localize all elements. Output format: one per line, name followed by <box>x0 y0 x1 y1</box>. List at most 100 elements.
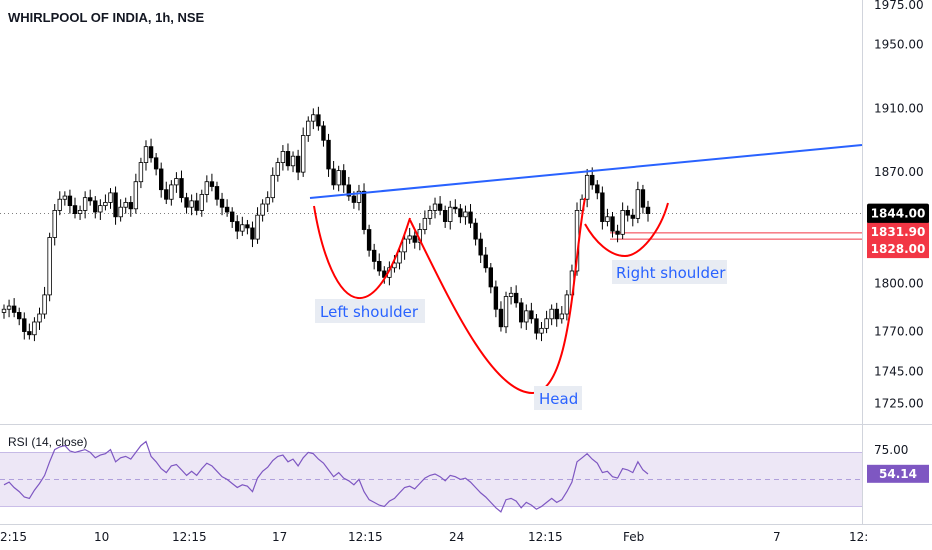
candle-body[interactable] <box>194 200 199 211</box>
candle-body[interactable] <box>488 267 494 288</box>
candle-body[interactable] <box>508 292 514 297</box>
candle-body[interactable] <box>27 331 32 336</box>
candle-body[interactable] <box>300 135 306 173</box>
candle-body[interactable] <box>6 305 12 310</box>
candle-body[interactable] <box>437 203 443 211</box>
candle-body[interactable] <box>235 221 240 232</box>
candle-body[interactable] <box>493 286 499 310</box>
candle-body[interactable] <box>148 146 154 159</box>
candle-body[interactable] <box>280 151 286 163</box>
candle-body[interactable] <box>595 184 600 194</box>
candle-body[interactable] <box>42 294 47 315</box>
candle-body[interactable] <box>17 312 22 320</box>
candle-body[interactable] <box>397 251 402 264</box>
candle-body[interactable] <box>625 210 630 216</box>
candle-body[interactable] <box>554 308 559 320</box>
candle-body[interactable] <box>270 174 275 199</box>
candle-body[interactable] <box>143 146 149 163</box>
candle-body[interactable] <box>250 227 255 240</box>
candle-body[interactable] <box>295 155 301 173</box>
candle-body[interactable] <box>503 296 509 328</box>
candle-body[interactable] <box>341 170 346 186</box>
candle-body[interactable] <box>422 217 428 230</box>
candle-body[interactable] <box>158 168 164 191</box>
candle-body[interactable] <box>82 197 88 211</box>
candle-body[interactable] <box>473 222 478 240</box>
candle-body[interactable] <box>240 224 245 232</box>
candle-body[interactable] <box>336 170 341 186</box>
candle-body[interactable] <box>214 186 220 200</box>
candle-body[interactable] <box>448 206 453 222</box>
candle-body[interactable] <box>351 195 357 203</box>
candle-body[interactable] <box>174 178 179 186</box>
candle-body[interactable] <box>483 254 488 269</box>
candle-body[interactable] <box>377 261 382 272</box>
candle-body[interactable] <box>524 310 529 323</box>
candle-body[interactable] <box>37 313 42 323</box>
candle-body[interactable] <box>22 318 27 332</box>
candle-body[interactable] <box>371 249 377 262</box>
candle-body[interactable] <box>189 200 194 208</box>
candle-body[interactable] <box>290 155 296 167</box>
candle-body[interactable] <box>118 206 123 218</box>
price-axis[interactable]: 1975.00 1950.00 1910.00 1870.00 1800.00 1770.… <box>874 0 924 410</box>
head-label[interactable]: Head <box>539 390 578 408</box>
right-shoulder-curve[interactable] <box>584 202 669 258</box>
candle-body[interactable] <box>219 198 225 208</box>
candle-body[interactable] <box>62 195 68 200</box>
candle-body[interactable] <box>321 125 326 141</box>
candle-body[interactable] <box>224 206 230 213</box>
candle-body[interactable] <box>67 195 73 207</box>
candle-body[interactable] <box>98 205 103 213</box>
candle-body[interactable] <box>407 235 412 240</box>
candle-body[interactable] <box>463 211 468 218</box>
candle-body[interactable] <box>600 192 605 222</box>
candle-body[interactable] <box>209 181 215 187</box>
candle-body[interactable] <box>630 214 635 219</box>
candle-body[interactable] <box>184 197 189 208</box>
candle-body[interactable] <box>412 235 417 243</box>
candle-body[interactable] <box>529 310 534 320</box>
candles-group[interactable] <box>1 106 651 342</box>
candle-body[interactable] <box>458 208 463 218</box>
candle-body[interactable] <box>620 210 625 235</box>
candle-body[interactable] <box>204 181 210 195</box>
candle-body[interactable] <box>229 211 235 222</box>
candle-body[interactable] <box>453 206 458 210</box>
candle-body[interactable] <box>513 292 519 304</box>
candle-body[interactable] <box>331 168 336 186</box>
candle-body[interactable] <box>635 189 641 219</box>
candle-body[interactable] <box>103 202 108 207</box>
candle-body[interactable] <box>123 202 128 208</box>
candle-body[interactable] <box>610 216 615 232</box>
candle-body[interactable] <box>32 321 37 336</box>
neckline[interactable] <box>309 144 863 199</box>
left-shoulder-label[interactable]: Left shoulder <box>320 303 419 321</box>
candle-body[interactable] <box>549 308 554 320</box>
candle-body[interactable] <box>57 198 62 211</box>
candle-body[interactable] <box>316 114 321 127</box>
candle-body[interactable] <box>519 302 524 323</box>
candle-body[interactable] <box>442 210 448 222</box>
candle-body[interactable] <box>432 203 438 211</box>
candle-body[interactable] <box>255 214 260 240</box>
right-shoulder-label[interactable]: Right shoulder <box>616 264 726 282</box>
candle-body[interactable] <box>564 294 570 315</box>
candle-body[interactable] <box>52 210 57 238</box>
candle-body[interactable] <box>539 327 544 334</box>
candle-body[interactable] <box>199 194 204 211</box>
candle-body[interactable] <box>47 237 52 296</box>
candle-body[interactable] <box>133 181 139 210</box>
rsi-line[interactable] <box>3 440 649 513</box>
candle-body[interactable] <box>498 308 504 328</box>
candle-body[interactable] <box>77 210 83 214</box>
candle-body[interactable] <box>478 238 483 256</box>
candle-body[interactable] <box>128 202 133 210</box>
candle-body[interactable] <box>590 174 595 186</box>
candle-body[interactable] <box>265 197 270 205</box>
candle-body[interactable] <box>326 139 331 170</box>
head-curve[interactable] <box>409 197 586 395</box>
candle-body[interactable] <box>366 229 372 251</box>
candle-body[interactable] <box>427 210 433 219</box>
